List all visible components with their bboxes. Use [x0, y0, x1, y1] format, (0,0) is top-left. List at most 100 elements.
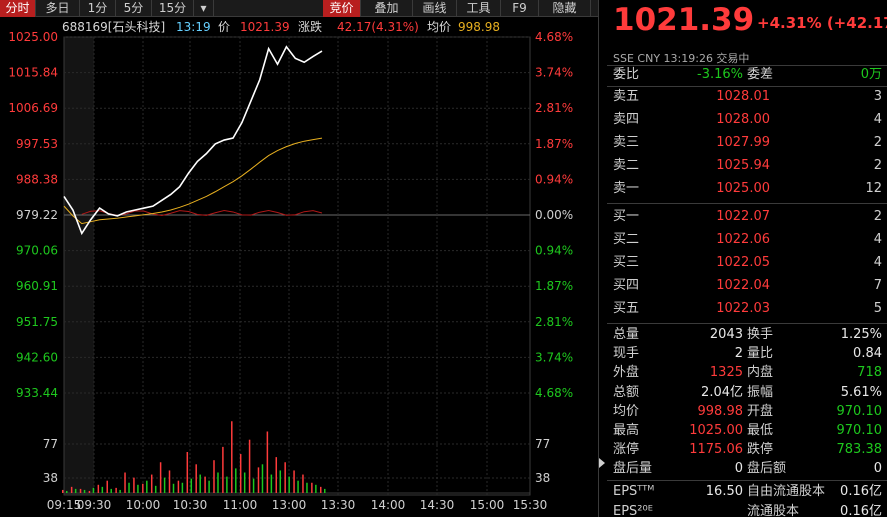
ask-label: 卖二 — [613, 158, 640, 173]
volume-bar-up — [97, 484, 100, 493]
period-dropdown-icon[interactable]: ▾ — [194, 0, 214, 17]
stat-value: 1325 — [709, 365, 743, 381]
vol-tick: 38 — [43, 471, 58, 485]
volume-bar-down — [208, 480, 210, 493]
pct-tick: 4.68% — [535, 386, 573, 400]
price-tick: 979.22 — [16, 208, 58, 222]
intraday-chart[interactable]: 688169[石头科技] 13:19 价 1021.39 涨跌 42.17(4.31%) 均… — [0, 17, 598, 517]
ask-price: 1025.94 — [716, 158, 770, 173]
price-tick: 1025.00 — [8, 30, 58, 44]
tool-tab-0[interactable]: 竞价 — [323, 0, 361, 17]
stat-label-2: 换手 — [747, 327, 774, 342]
stat-row: 均价 998.98 开盘 970.10 — [599, 401, 887, 423]
volume-bar-down — [163, 477, 166, 493]
eps-row: EPSᵀᵀᴹ 16.50 自由流通股本 0.16亿 — [599, 481, 887, 503]
share-value: 0.16亿 — [840, 504, 882, 517]
stat-value: 1025.00 — [689, 423, 743, 438]
volume-bar-down — [101, 486, 104, 493]
pct-tick: 2.81% — [535, 315, 573, 329]
stat-row: 最高 1025.00 最低 970.10 — [599, 420, 887, 442]
ask-price: 1027.99 — [716, 135, 770, 150]
stat-label: 现手 — [613, 346, 640, 362]
weicha-label: 委差 — [747, 67, 774, 82]
ask-volume: 3 — [873, 89, 882, 104]
pct-tick: 1.87% — [535, 137, 573, 151]
stat-value-2: 970.10 — [836, 403, 883, 419]
pct-tick: 3.74% — [535, 350, 573, 364]
tab-3[interactable]: 5分 — [116, 0, 152, 17]
stat-label-2: 量比 — [747, 346, 774, 362]
stat-label-2: 内盘 — [747, 365, 774, 381]
time-tick: 10:30 — [173, 498, 208, 512]
volume-bar-down — [181, 482, 184, 493]
bid-volume: 4 — [873, 255, 882, 270]
price-label: 价 — [218, 20, 230, 34]
tab-4[interactable]: 15分 — [152, 0, 194, 17]
price-line — [63, 45, 323, 236]
time-tick: 09:30 — [77, 498, 112, 512]
time-tick: 14:30 — [420, 498, 455, 512]
stat-value: 2043 — [709, 327, 743, 342]
stat-label-2: 振幅 — [747, 384, 774, 400]
panel-arrow-icon[interactable] — [599, 458, 605, 468]
plot-frame — [63, 36, 531, 496]
volume-bar-down — [110, 488, 112, 493]
time-tick: 13:00 — [272, 498, 307, 512]
pct-tick: 2.81% — [535, 101, 573, 115]
intraday-chart-svg[interactable]: 688169[石头科技] 13:19 价 1021.39 涨跌 42.17(4.31%) 均… — [0, 17, 598, 517]
volume-bar-down — [279, 470, 282, 493]
bid-volume: 4 — [873, 232, 882, 247]
stat-label: 最高 — [613, 423, 640, 438]
volume-bar-down — [172, 483, 175, 493]
stat-row: 现手 2 量比 0.84 — [599, 343, 887, 365]
bid-label: 买一 — [613, 209, 640, 224]
tool-tab-5[interactable]: 隐藏 — [539, 0, 591, 17]
volume-bar-down — [243, 472, 246, 493]
price-change: +4.31% (+42.17) — [757, 14, 887, 32]
pct-tick: 0.94% — [535, 244, 573, 258]
avg-label: 均价 — [427, 20, 451, 34]
volume-bar-up — [186, 452, 189, 493]
change-label: 涨跌 — [298, 19, 322, 34]
volume-bar-up — [222, 446, 224, 493]
stat-label-2: 最低 — [747, 423, 774, 438]
volume-bar-down — [235, 468, 237, 493]
ask-label: 卖一 — [613, 181, 640, 196]
share-label: 流通股本 — [747, 504, 800, 517]
stat-label: 涨停 — [613, 442, 640, 458]
volume-bar-up — [88, 490, 91, 493]
bid-label: 买五 — [613, 301, 640, 316]
share-value: 0.16亿 — [840, 484, 882, 499]
price-tick: 960.91 — [16, 279, 58, 293]
vol-tick-right: 38 — [535, 471, 550, 485]
tool-tab-4[interactable]: F9 — [501, 0, 539, 17]
volume-bar-up — [266, 431, 269, 493]
tool-tab-2[interactable]: 画线 — [413, 0, 457, 17]
volume-bar-up — [239, 454, 242, 493]
tool-tab-1[interactable]: 叠加 — [361, 0, 413, 17]
volume-bar-up — [70, 486, 73, 493]
pct-tick: 1.87% — [535, 279, 573, 293]
volume-bar-up — [79, 488, 82, 493]
volume-bar-up — [302, 474, 304, 493]
eps-value: 16.50 — [705, 484, 743, 499]
bid-volume: 5 — [873, 301, 882, 316]
tool-tab-3[interactable]: 工具 — [457, 0, 501, 17]
volume-bar-up — [124, 472, 126, 493]
tab-2[interactable]: 1分 — [80, 0, 116, 17]
price-tick: 970.06 — [16, 244, 58, 258]
bid-row: 买二 1022.06 4 — [599, 229, 887, 251]
tab-0[interactable]: 分时 — [0, 0, 36, 17]
stat-row: 外盘 1325 内盘 718 — [599, 362, 887, 384]
order-ratio-row: 委比 -3.16% 委差 0万 — [599, 64, 887, 86]
stat-value: 2 — [734, 346, 743, 362]
ask-volume: 2 — [873, 158, 882, 173]
stat-label: 外盘 — [613, 365, 640, 381]
stat-label: 盘后量 — [613, 461, 653, 477]
volume-bar-up — [248, 439, 251, 493]
time-tick: 09:15 — [47, 498, 82, 512]
tab-1[interactable]: 多日 — [36, 0, 80, 17]
volume-bar-down — [217, 472, 219, 493]
bid-price: 1022.04 — [716, 278, 770, 293]
ask-volume: 4 — [873, 112, 882, 127]
